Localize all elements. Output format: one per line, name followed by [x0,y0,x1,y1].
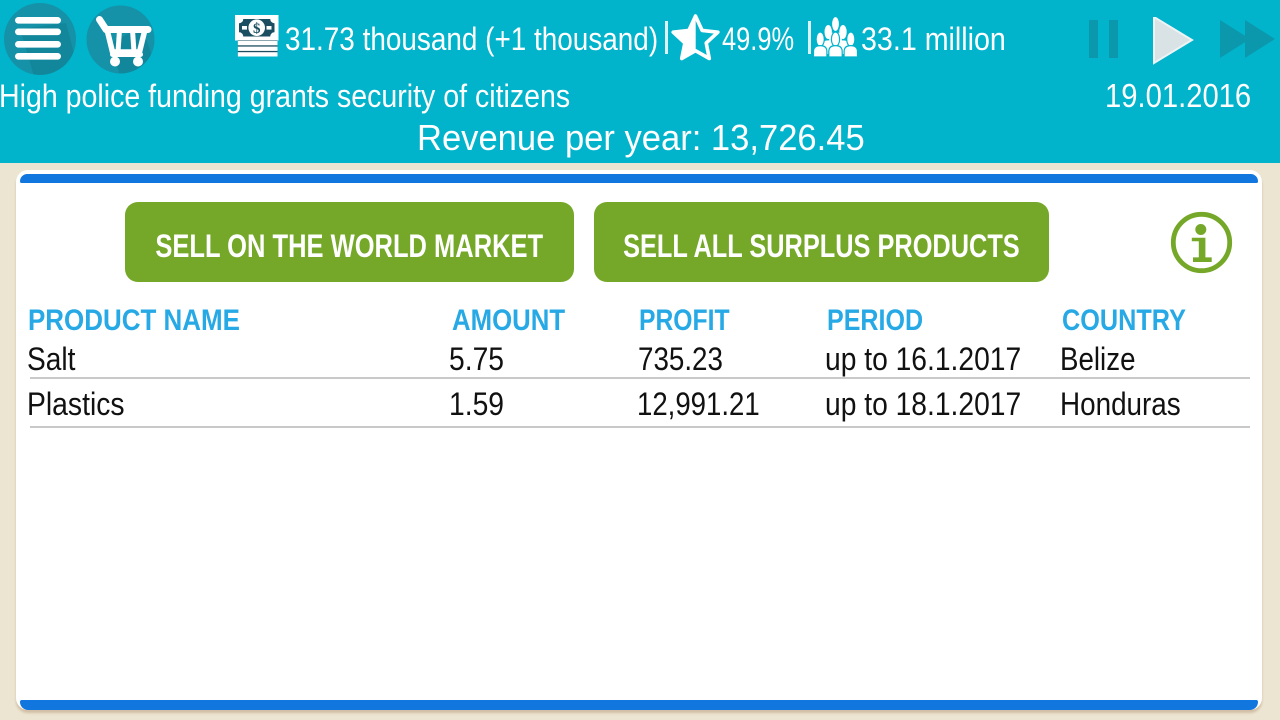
svg-text:$: $ [253,21,261,37]
